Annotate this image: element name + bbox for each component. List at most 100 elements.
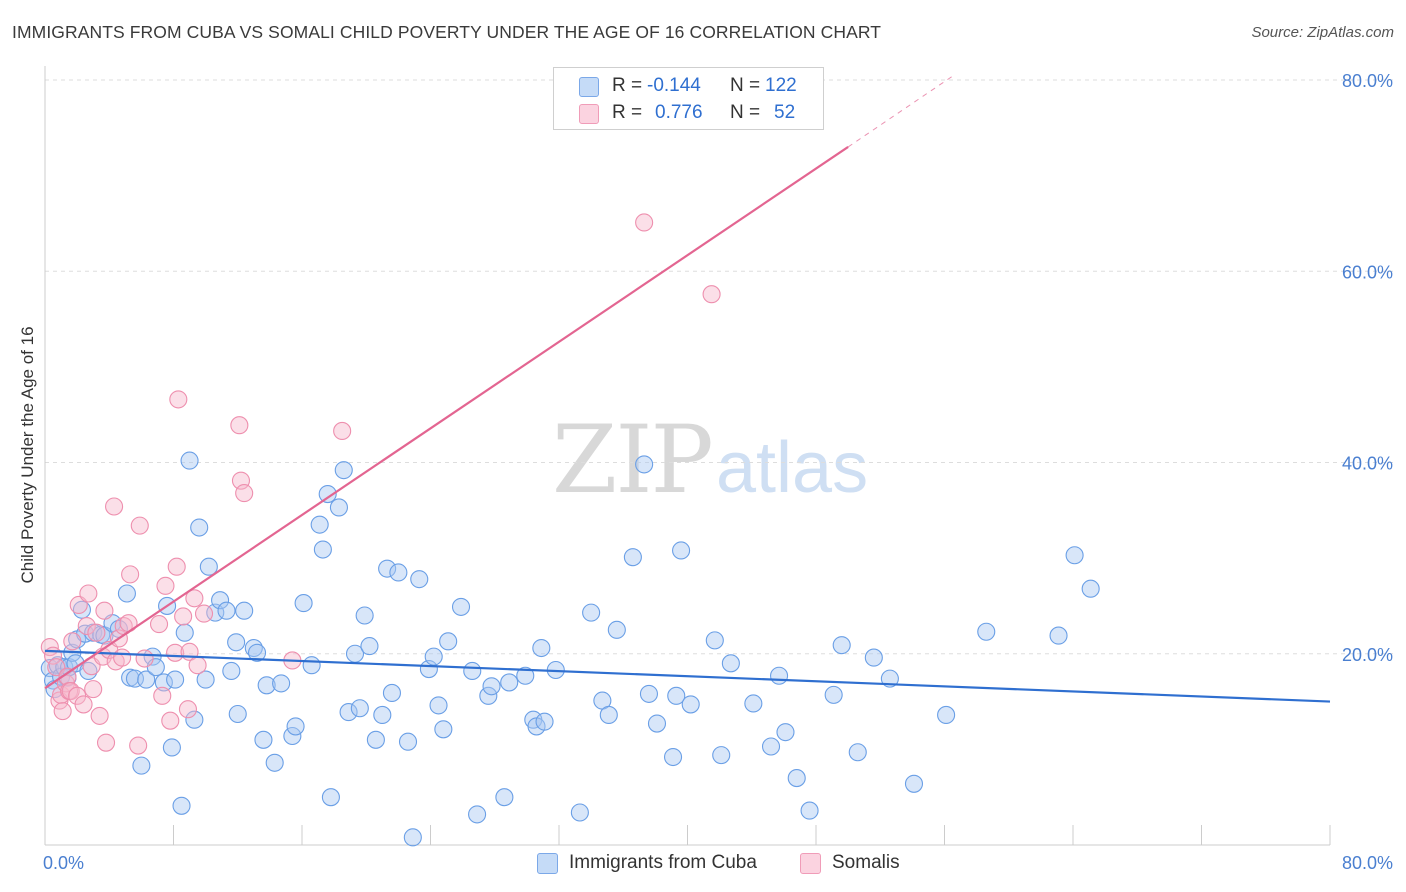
cuba-point — [196, 670, 215, 689]
cuba-point — [705, 631, 724, 650]
cuba-point — [451, 597, 471, 616]
somali-point — [105, 497, 124, 516]
cuba-point — [235, 601, 254, 620]
cuba-point — [495, 788, 514, 807]
cuba-point — [175, 623, 194, 642]
cuba-point — [321, 788, 340, 807]
legend-n-value-somali: 52 — [774, 102, 796, 123]
cuba-point — [244, 638, 263, 658]
cuba-point — [211, 591, 230, 610]
cuba-point — [744, 694, 763, 713]
cuba-point — [770, 666, 789, 685]
y-tick-label: 20.0% — [1342, 645, 1393, 665]
trend-lines — [44, 75, 1331, 703]
cuba-point — [904, 774, 924, 793]
legend-n-label: N = — [730, 102, 761, 123]
y-tick-label: 40.0% — [1342, 454, 1393, 474]
cuba-point — [434, 720, 453, 739]
cuba-point — [339, 703, 358, 722]
cuba-point — [355, 606, 374, 625]
somali-point — [156, 576, 175, 595]
cuba-point — [180, 451, 199, 470]
cuba-point — [639, 684, 659, 703]
cuba-point — [227, 633, 246, 652]
somali-point — [230, 416, 249, 435]
cuba-point — [582, 603, 601, 622]
somali-point — [185, 589, 204, 608]
cuba-point — [166, 670, 185, 689]
chart-title: IMMIGRANTS FROM CUBA VS SOMALI CHILD POV… — [12, 22, 882, 42]
cuba-point — [635, 455, 654, 474]
somali-point — [702, 285, 721, 304]
somali-point — [96, 733, 116, 752]
tick-labels: 20.0% 40.0% 60.0% 80.0% 0.0% 80.0% — [43, 71, 1393, 873]
somali-point — [188, 656, 207, 675]
cuba-point — [761, 737, 781, 756]
somali-point — [130, 516, 149, 535]
cuba-point — [137, 670, 156, 689]
cuba-point — [880, 669, 899, 688]
somali-point — [635, 213, 654, 232]
cuba-point — [228, 704, 247, 724]
somali-point — [169, 390, 188, 409]
cuba-point — [199, 557, 218, 576]
cuba-point — [79, 661, 98, 681]
somali-point — [90, 706, 109, 725]
cuba-point — [294, 594, 313, 613]
cuba-point — [247, 643, 267, 662]
cuba-point — [721, 654, 740, 673]
legend-r-value-somali: 0.776 — [655, 102, 703, 123]
cuba-point — [663, 747, 683, 767]
cuba-point — [222, 661, 241, 681]
cuba-point — [848, 743, 867, 762]
cuba-point — [439, 632, 458, 651]
cuba-point — [410, 570, 429, 589]
cuba-point — [378, 559, 397, 578]
cuba-point — [647, 714, 667, 733]
somali-point — [153, 686, 172, 705]
cuba-point — [1049, 626, 1068, 645]
cuba-point — [479, 686, 498, 705]
cuba-point — [132, 756, 151, 775]
series-somali-points — [40, 213, 721, 755]
gridlines — [45, 79, 1395, 655]
cuba-point — [154, 673, 173, 692]
cuba-point — [424, 647, 443, 666]
cuba-point — [398, 732, 418, 751]
cuba-point — [482, 677, 501, 696]
bottom-legend-label-cuba: Immigrants from Cuba — [569, 852, 757, 873]
cuba-point — [607, 620, 626, 639]
cuba-point — [535, 712, 554, 731]
cuba-point — [667, 686, 686, 705]
cuba-point — [310, 515, 329, 534]
cuba-point — [937, 705, 956, 725]
cuba-point — [429, 696, 448, 715]
somali-point — [121, 565, 140, 584]
legend: R = -0.144 N = 122 R = 0.776 N = 52 — [553, 67, 824, 130]
somali-point — [135, 649, 154, 668]
somali-point — [333, 421, 352, 440]
cuba-point — [272, 674, 291, 693]
somali-point — [178, 700, 198, 719]
cuba-point — [382, 683, 402, 703]
cuba-point — [864, 648, 883, 667]
cuba-point — [516, 666, 535, 685]
y-tick-label: 60.0% — [1342, 262, 1393, 282]
cuba-point — [366, 730, 385, 749]
cuba-point — [302, 656, 321, 675]
cuba-point — [623, 548, 642, 567]
cuba-point — [800, 801, 819, 820]
somali-point — [161, 711, 180, 730]
cuba-point — [403, 828, 422, 847]
legend-row-somali: R = 0.776 N = 52 — [554, 101, 823, 127]
series-cuba-points — [40, 451, 1100, 847]
cuba-point — [350, 699, 369, 718]
somali-point — [84, 680, 103, 699]
legend-n-value-cuba: 122 — [765, 75, 797, 96]
cuba-point — [185, 710, 204, 729]
cuba-point — [681, 695, 700, 714]
x-tick-label-min: 0.0% — [43, 853, 84, 873]
legend-row-cuba: R = -0.144 N = 122 — [554, 74, 823, 100]
legend-swatch-somali — [579, 104, 599, 124]
legend-swatch-cuba — [579, 77, 599, 97]
